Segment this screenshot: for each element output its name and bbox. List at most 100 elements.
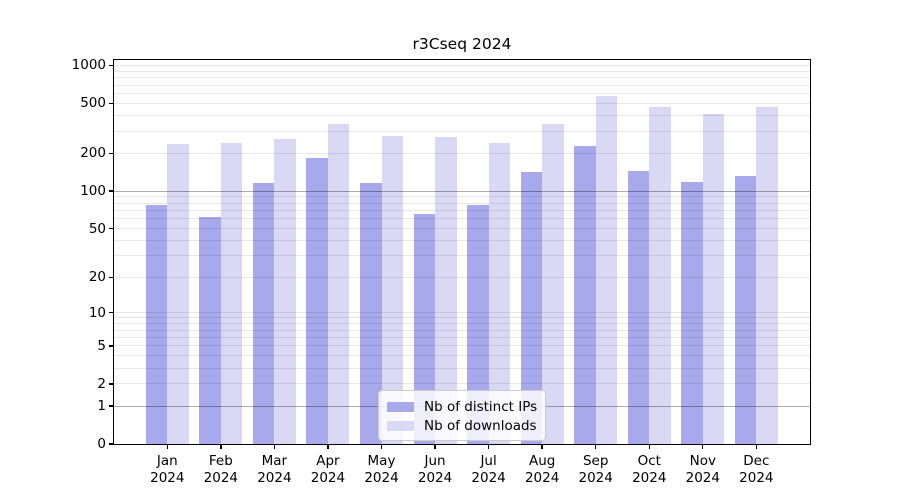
x-tick-label: Oct 2024 bbox=[632, 453, 667, 486]
chart-title: r3Cseq 2024 bbox=[412, 35, 512, 53]
x-tick-mark bbox=[702, 444, 704, 449]
gridline bbox=[114, 152, 810, 154]
x-tick-mark bbox=[166, 444, 168, 449]
bar-downloads-may bbox=[381, 136, 403, 444]
gridline bbox=[114, 317, 810, 319]
bar-distinct-ips-apr bbox=[306, 157, 328, 444]
y-tick-mark bbox=[109, 383, 114, 385]
bar-distinct-ips-jan bbox=[145, 204, 168, 444]
x-tick-label: Jul 2024 bbox=[471, 453, 506, 486]
gridline bbox=[114, 323, 810, 325]
gridline bbox=[114, 115, 810, 117]
gridline bbox=[114, 336, 810, 338]
bar-downloads-jul bbox=[488, 142, 511, 444]
bar-distinct-ips-aug bbox=[520, 172, 543, 444]
x-tick-label: Jun 2024 bbox=[417, 453, 453, 486]
y-tick-mark bbox=[109, 276, 114, 278]
x-tick-mark bbox=[487, 444, 490, 449]
bar-downloads-mar bbox=[274, 139, 296, 444]
x-tick-mark bbox=[648, 444, 650, 449]
bar-distinct-ips-dec bbox=[734, 176, 757, 444]
gridline bbox=[114, 64, 810, 66]
gridline bbox=[114, 355, 810, 357]
bar-downloads-oct bbox=[649, 107, 671, 444]
legend-item-downloads: Nb of downloads bbox=[387, 417, 537, 435]
x-tick-mark bbox=[273, 444, 276, 449]
bar-downloads-jun bbox=[435, 137, 457, 444]
bar-distinct-ips-oct bbox=[627, 171, 650, 444]
x-tick-mark bbox=[380, 444, 383, 449]
gridline bbox=[114, 276, 810, 278]
gridline bbox=[114, 255, 810, 257]
x-tick-label: Nov 2024 bbox=[685, 453, 720, 486]
x-tick-label: Aug 2024 bbox=[524, 453, 560, 486]
bar-distinct-ips-sep bbox=[574, 146, 596, 444]
x-tick-mark bbox=[541, 444, 543, 449]
bar-distinct-ips-mar bbox=[252, 183, 275, 444]
gridline bbox=[114, 240, 810, 242]
y-tick-label: 100 bbox=[80, 183, 106, 200]
y-tick-label: 200 bbox=[80, 145, 106, 162]
gridline bbox=[114, 367, 810, 369]
y-tick-mark bbox=[109, 227, 114, 230]
legend-label-downloads: Nb of downloads bbox=[424, 418, 537, 434]
y-tick-mark bbox=[109, 152, 114, 155]
bar-downloads-aug bbox=[542, 124, 564, 444]
legend-swatch-distinct-ips bbox=[387, 401, 414, 413]
legend-label-distinct-ips: Nb of distinct IPs bbox=[424, 399, 538, 415]
gridline bbox=[114, 84, 810, 86]
gridline bbox=[114, 77, 810, 79]
x-tick-label: Sep 2024 bbox=[578, 453, 613, 486]
gridline bbox=[114, 383, 810, 385]
y-tick-label: 2 bbox=[97, 375, 106, 392]
gridline bbox=[114, 92, 810, 94]
bar-downloads-sep bbox=[595, 95, 618, 444]
x-tick-label: Mar 2024 bbox=[257, 453, 292, 486]
legend-swatch-downloads bbox=[387, 420, 414, 432]
x-tick-mark bbox=[220, 444, 222, 449]
y-tick-mark bbox=[109, 405, 114, 407]
bar-downloads-apr bbox=[327, 124, 350, 444]
bar-distinct-ips-jun bbox=[413, 213, 436, 444]
gridline bbox=[114, 228, 810, 230]
y-tick-mark bbox=[109, 443, 114, 445]
x-tick-label: Feb 2024 bbox=[203, 453, 239, 486]
gridline bbox=[114, 209, 810, 211]
bar-distinct-ips-feb bbox=[199, 217, 221, 444]
bar-downloads-dec bbox=[756, 107, 778, 444]
gridline bbox=[114, 202, 810, 204]
gridline bbox=[114, 70, 810, 72]
y-tick-mark bbox=[109, 190, 114, 192]
y-tick-label: 10 bbox=[88, 304, 106, 321]
x-tick-mark bbox=[434, 444, 436, 449]
y-tick-mark bbox=[109, 102, 114, 105]
gridline bbox=[114, 130, 810, 132]
gridline bbox=[114, 196, 810, 198]
bar-downloads-jan bbox=[167, 143, 189, 444]
y-tick-label: 500 bbox=[80, 95, 106, 112]
x-tick-label: Jan 2024 bbox=[150, 453, 185, 486]
x-tick-mark bbox=[755, 444, 758, 449]
bar-distinct-ips-nov bbox=[681, 182, 703, 444]
y-tick-mark bbox=[109, 64, 114, 67]
y-tick-label: 1000 bbox=[71, 57, 106, 74]
y-tick-label: 50 bbox=[88, 220, 106, 237]
y-tick-mark bbox=[109, 345, 114, 347]
x-tick-label: Apr 2024 bbox=[310, 453, 346, 486]
y-tick-label: 0 bbox=[97, 436, 106, 452]
x-tick-mark bbox=[327, 444, 329, 449]
bar-downloads-feb bbox=[220, 142, 243, 444]
x-tick-label: Dec 2024 bbox=[739, 453, 774, 486]
legend-item-distinct-ips: Nb of distinct IPs bbox=[387, 398, 537, 416]
x-tick-label: May 2024 bbox=[364, 453, 399, 486]
gridline bbox=[114, 190, 810, 193]
x-tick-mark bbox=[595, 444, 597, 449]
y-tick-label: 5 bbox=[97, 337, 106, 354]
bar-distinct-ips-jul bbox=[467, 205, 489, 444]
gridline bbox=[114, 329, 810, 331]
y-tick-label: 1 bbox=[97, 398, 106, 415]
gridline bbox=[114, 345, 810, 347]
bar-downloads-nov bbox=[702, 113, 725, 444]
y-tick-mark bbox=[109, 311, 114, 314]
